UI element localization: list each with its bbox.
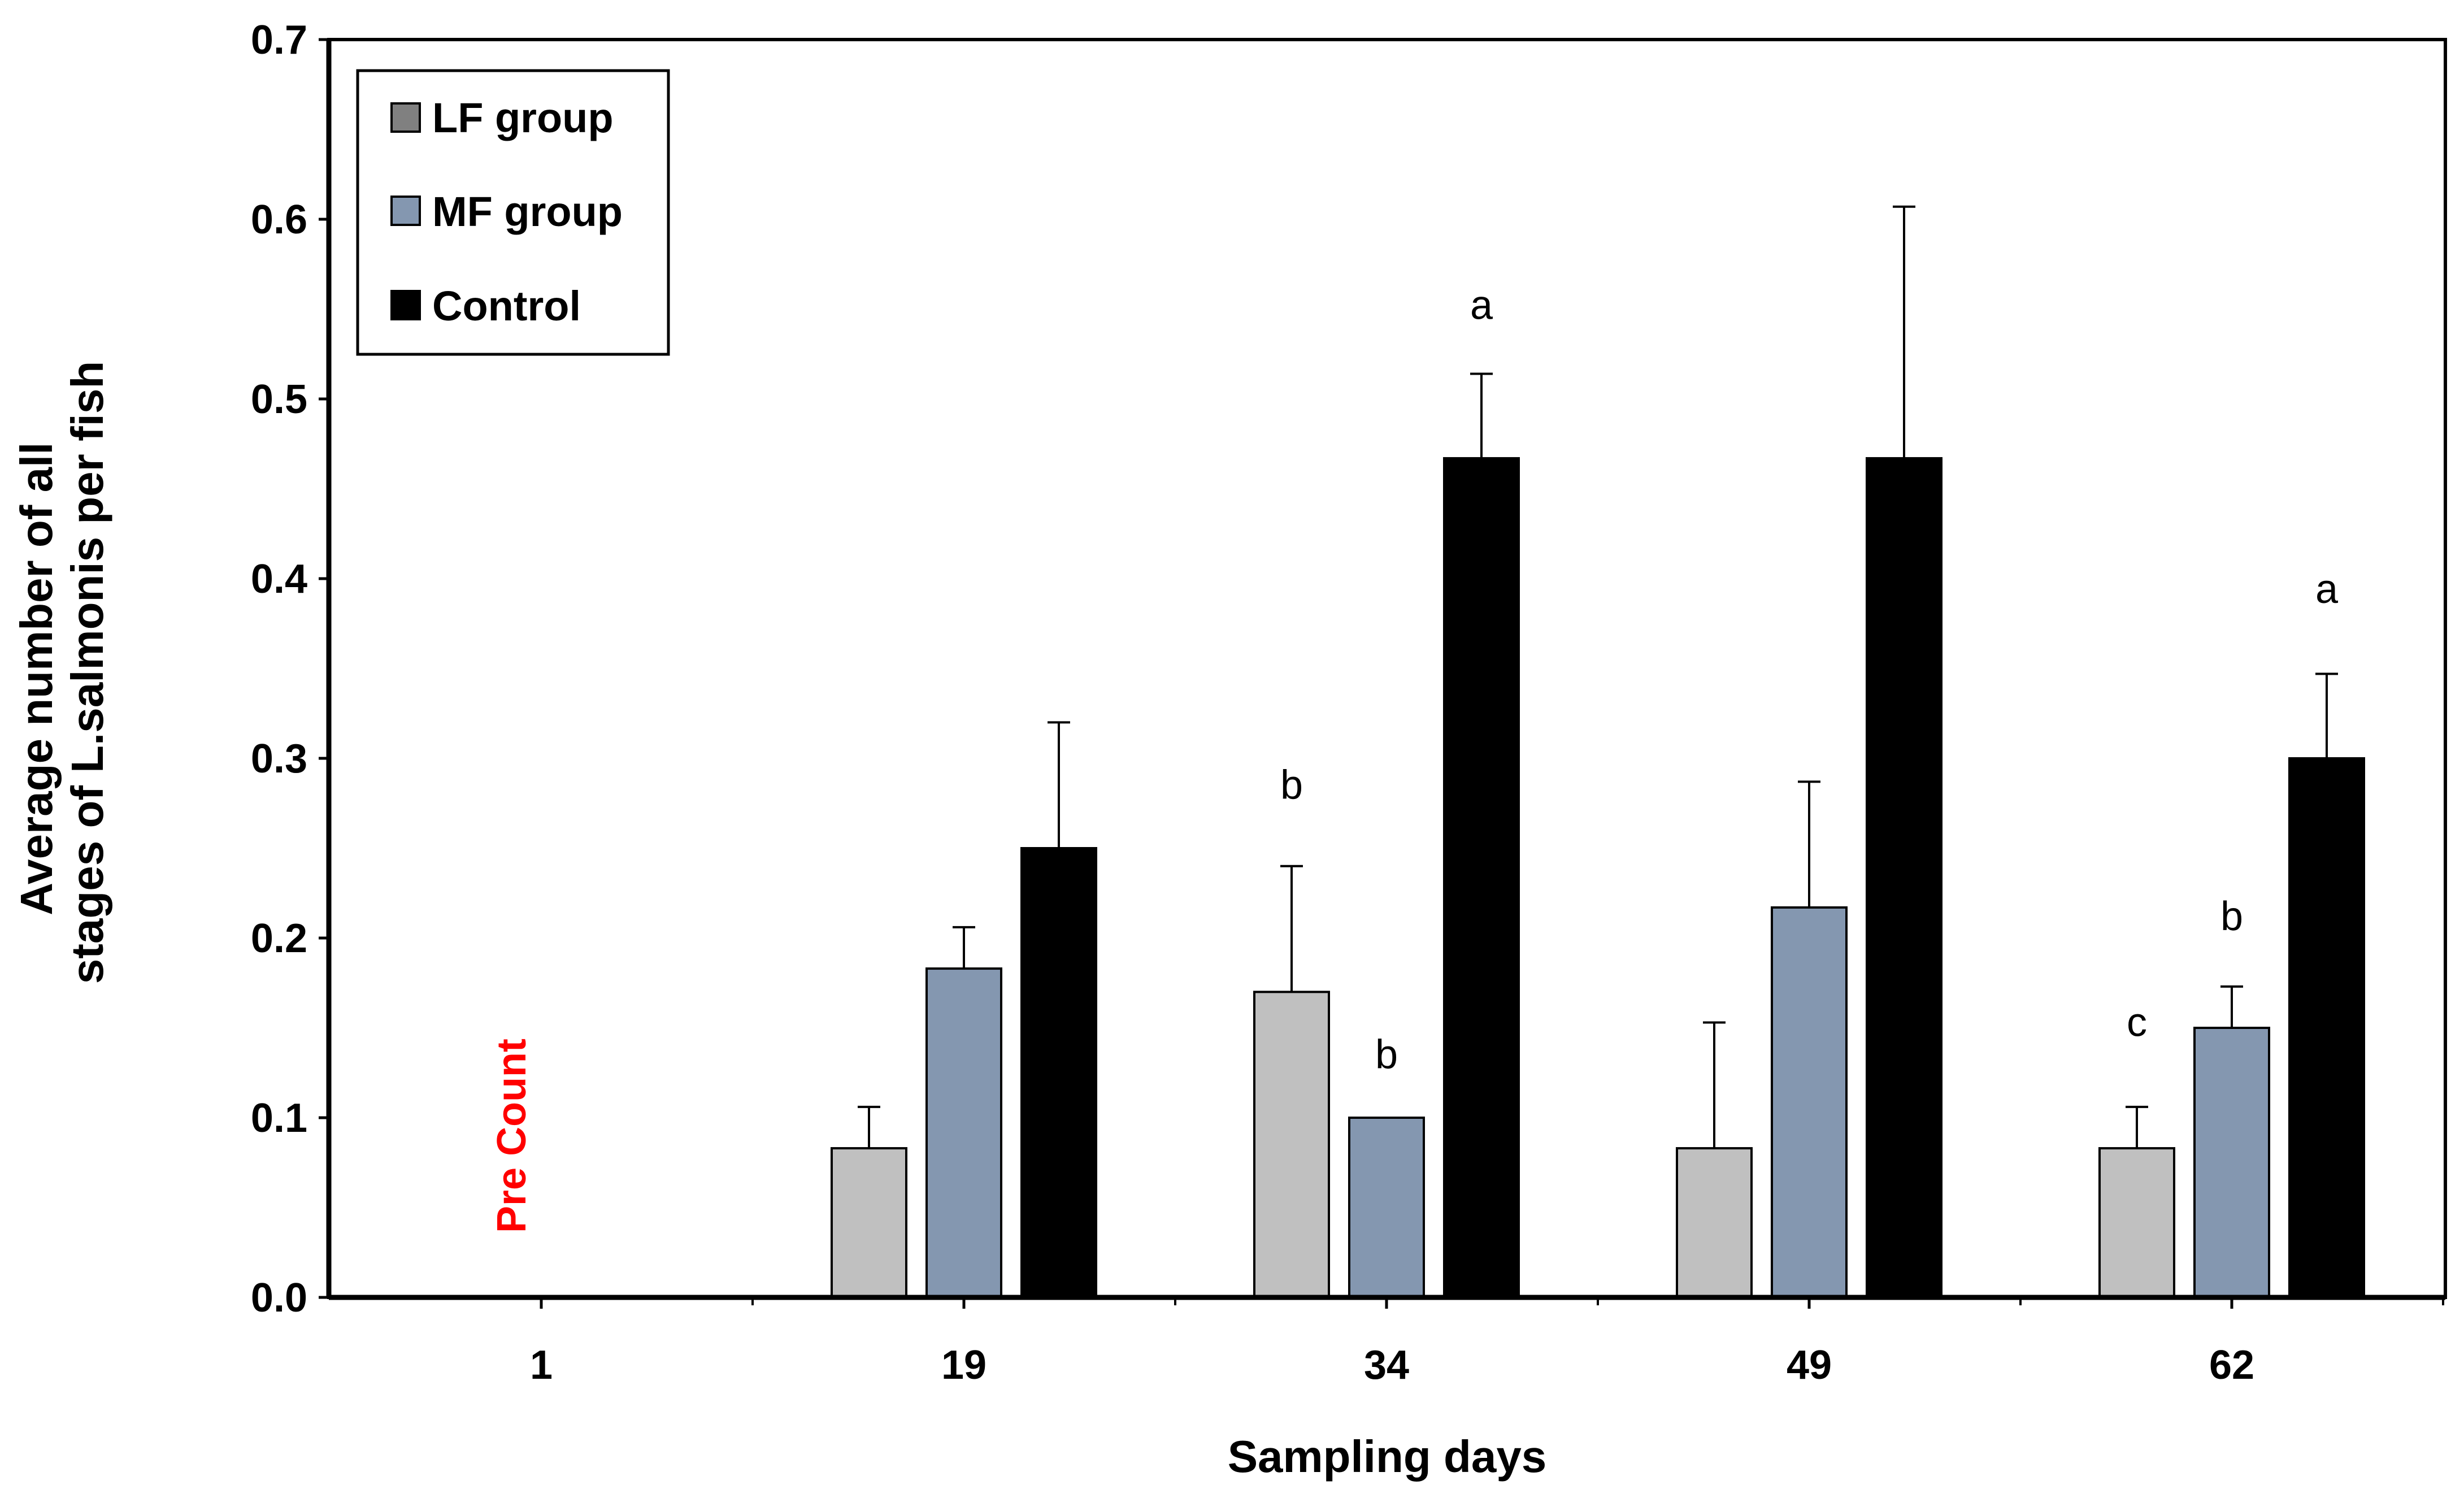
significance-label-mf-group-day-34: b <box>1375 1032 1398 1078</box>
bar-control-day-62 <box>2288 757 2365 1299</box>
legend-label-control: Control <box>432 283 581 329</box>
bar-mf-group-day-19 <box>925 967 1002 1299</box>
significance-labels: b b a c b a <box>1280 283 2339 1078</box>
x-ticks: 1 19 34 49 62 <box>530 1297 2444 1388</box>
bar-lf-group-day-19 <box>831 1147 907 1299</box>
legend-label-mf-group: MF group <box>432 188 623 235</box>
x-tick-label-19: 19 <box>941 1343 987 1388</box>
x-tick-label-1: 1 <box>530 1343 553 1388</box>
y-axis-title-line-1: Average number of all <box>11 442 62 915</box>
y-axis-title-line-2: stages of L.salmonis per fish <box>62 361 112 984</box>
y-ticks: 0.0 0.1 0.2 0.3 0.4 0.5 0.6 0.7 <box>251 18 329 1321</box>
y-tick-label-0-6: 0.6 <box>251 197 307 242</box>
significance-label-control-day-62: a <box>2315 567 2339 612</box>
y-tick-label-0-3: 0.3 <box>251 736 307 781</box>
error-bars-layer <box>858 205 2338 1149</box>
significance-label-lf-group-day-34: b <box>1280 763 1303 808</box>
legend: LF group MF group Control <box>356 69 670 356</box>
bar-mf-group-day-49 <box>1771 906 1848 1299</box>
y-tick-label-0-7: 0.7 <box>251 18 307 63</box>
legend-swatch-control <box>390 290 421 320</box>
bar-lf-group-day-49 <box>1676 1147 1753 1299</box>
bar-lf-group-day-62 <box>2098 1147 2175 1299</box>
y-tick-label-0-0: 0.0 <box>251 1275 307 1321</box>
significance-label-control-day-34: a <box>1470 283 1493 328</box>
y-tick-label-0-5: 0.5 <box>251 377 307 422</box>
legend-swatch-mf-group <box>390 196 421 226</box>
bar-mf-group-day-34 <box>1348 1117 1425 1299</box>
bar-control-day-34 <box>1443 457 1520 1299</box>
y-axis-title: Average number of all stages of L.salmon… <box>11 361 112 984</box>
pre-count-annotation: Pre Count <box>489 1039 534 1233</box>
x-tick-label-62: 62 <box>2209 1343 2254 1388</box>
y-tick-label-0-4: 0.4 <box>251 557 307 602</box>
y-tick-label-0-2: 0.2 <box>251 916 307 961</box>
x-axis-title: Sampling days <box>1228 1431 1547 1482</box>
x-tick-label-49: 49 <box>1787 1343 1832 1388</box>
bar-control-day-19 <box>1020 847 1097 1299</box>
y-tick-label-0-1: 0.1 <box>251 1096 307 1141</box>
legend-label-lf-group: LF group <box>432 94 614 141</box>
legend-swatch-lf-group <box>390 102 421 133</box>
x-tick-label-34: 34 <box>1364 1343 1409 1388</box>
bar-mf-group-day-62 <box>2193 1027 2270 1299</box>
significance-label-mf-group-day-62: b <box>2220 894 2243 939</box>
bar-lf-group-day-34 <box>1253 991 1330 1299</box>
bar-control-day-49 <box>1866 457 1942 1299</box>
significance-label-lf-group-day-62: c <box>2127 1000 2147 1045</box>
bars-layer <box>831 457 2365 1299</box>
